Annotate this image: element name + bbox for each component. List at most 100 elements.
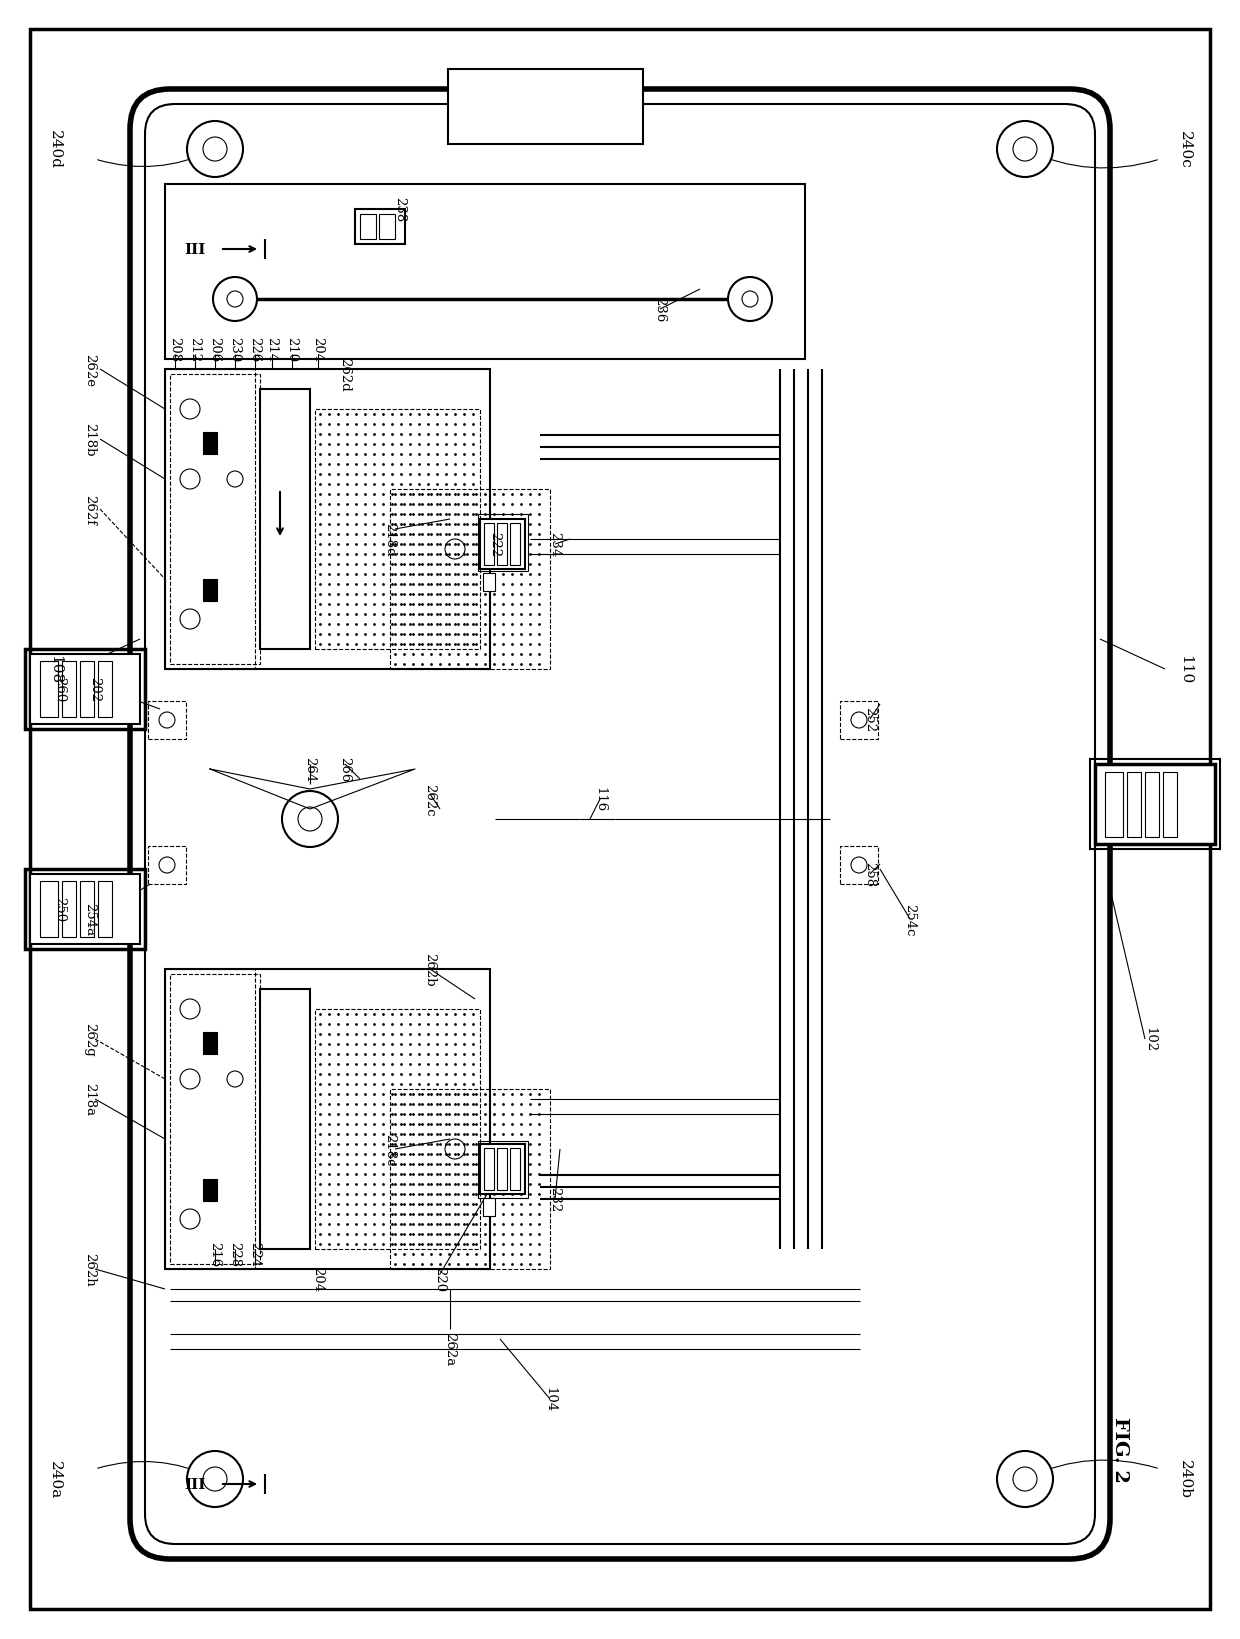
Text: 238: 238 [393,197,407,223]
Bar [260,390,310,649]
Text: III: III [185,243,206,257]
Text: 224: 224 [248,1242,262,1267]
Text: 202: 202 [88,677,102,701]
Bar [448,70,644,144]
Text: 254c: 254c [904,903,916,936]
Bar [484,524,494,565]
Bar [62,662,76,718]
Circle shape [227,292,243,308]
Bar [203,580,217,602]
Bar [1095,764,1215,844]
Bar [839,846,878,885]
Bar [510,1149,520,1190]
Text: 262c: 262c [424,783,436,816]
Bar [1090,759,1220,849]
Bar [315,410,480,649]
Text: 226: 226 [248,338,262,362]
Bar [497,524,507,565]
Circle shape [997,1451,1053,1508]
Text: 102: 102 [1143,1026,1157,1052]
Bar [81,662,94,718]
Text: 240b: 240b [1178,1460,1192,1498]
Circle shape [213,279,257,321]
Bar [484,574,495,592]
Text: 228: 228 [228,1242,242,1267]
Bar [484,1149,494,1190]
Bar [379,215,396,239]
Bar [165,969,255,1269]
Text: 262f: 262f [83,495,97,524]
Circle shape [997,121,1053,179]
Text: 262h: 262h [83,1252,97,1287]
Text: 204: 204 [311,1267,325,1292]
Text: 266: 266 [339,757,351,782]
Text: 240d: 240d [48,131,62,169]
Circle shape [298,808,322,831]
Bar [477,1141,528,1198]
Text: 212: 212 [188,338,202,362]
Bar [1163,772,1177,838]
Bar [30,654,140,724]
Text: 262a: 262a [444,1333,456,1365]
Bar [391,1090,551,1269]
Text: 230: 230 [228,338,242,362]
Bar [1105,772,1123,838]
Bar [839,701,878,739]
Bar [40,662,58,718]
Bar [497,1149,507,1190]
Bar [355,210,405,244]
Bar [203,433,217,454]
Bar [484,1198,495,1216]
Bar [98,662,112,718]
Bar [148,846,186,885]
Bar [165,185,805,361]
Bar [391,490,551,670]
Text: 236: 236 [653,297,666,323]
Circle shape [1013,1467,1037,1491]
Text: 262d: 262d [339,357,351,392]
Bar [477,515,528,572]
Bar [25,869,145,949]
Text: 208: 208 [169,338,181,362]
Text: 264: 264 [304,757,316,782]
Bar [360,215,376,239]
Bar [203,1180,217,1201]
Text: 110: 110 [1178,656,1192,683]
Bar [170,975,260,1264]
Bar [40,882,58,938]
Text: 254a: 254a [83,903,97,936]
Text: 218c: 218c [383,1133,397,1165]
Bar [98,882,112,938]
Text: III: III [185,1477,206,1491]
Text: 222: 222 [489,533,501,557]
Bar [62,882,76,938]
Text: 218a: 218a [83,1083,97,1116]
Circle shape [281,792,339,847]
Bar [1127,772,1141,838]
Bar [165,370,255,670]
Text: 204: 204 [311,338,325,362]
Circle shape [187,121,243,179]
Text: 108: 108 [48,656,62,683]
Text: 240a: 240a [48,1460,62,1498]
Bar [148,701,186,739]
Bar [480,520,525,570]
Polygon shape [210,770,415,810]
Text: 260: 260 [53,677,67,701]
Circle shape [1013,138,1037,162]
Bar [81,882,94,938]
Bar [315,1010,480,1249]
Bar [480,1144,525,1195]
Bar [30,875,140,944]
Text: 214: 214 [265,338,279,362]
Bar [170,375,260,664]
Text: 210: 210 [285,338,299,362]
Bar [203,1033,217,1054]
Text: 262e: 262e [83,354,97,387]
FancyBboxPatch shape [130,90,1110,1559]
Text: 116: 116 [594,787,606,813]
Text: 258: 258 [863,862,877,887]
Text: 234: 234 [548,533,562,557]
Text: FIG. 2: FIG. 2 [1111,1416,1128,1482]
Text: 252: 252 [863,706,877,733]
